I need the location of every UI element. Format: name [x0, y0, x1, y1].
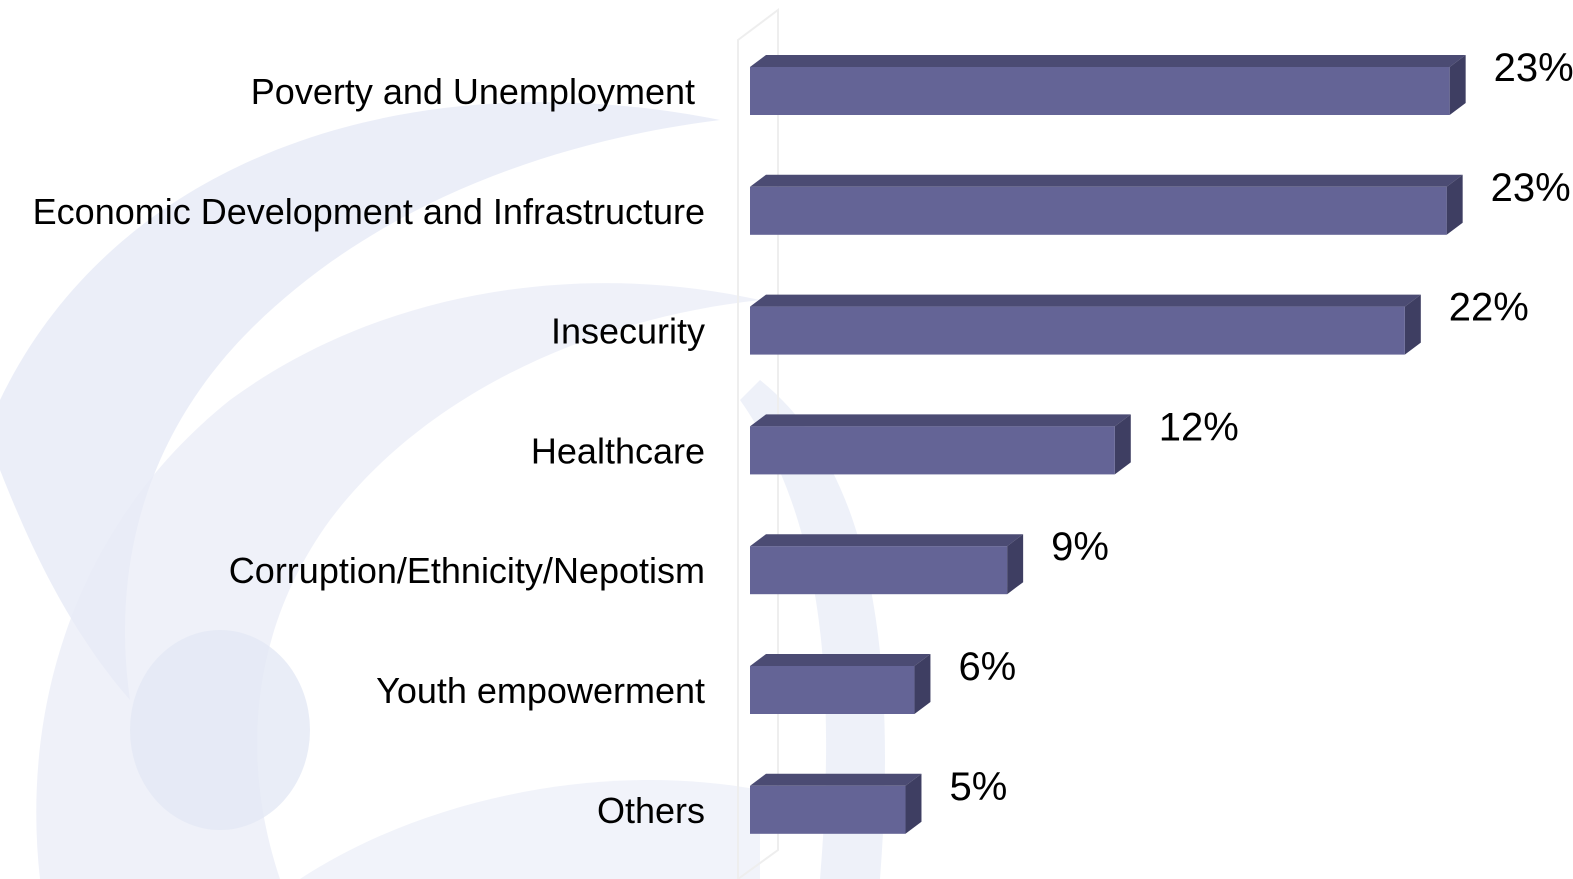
bar-side-face [1007, 534, 1024, 595]
value-label: 9% [1051, 525, 1109, 569]
bar [750, 294, 1421, 355]
category-label: Healthcare [531, 430, 705, 471]
bar-side-face [1114, 414, 1131, 475]
bar-front-face [750, 546, 1008, 595]
category-labels: Poverty and Unemployment Economic Develop… [33, 71, 705, 831]
category-label: Corruption/Ethnicity/Nepotism [229, 550, 705, 591]
bar-side-face [1449, 55, 1466, 115]
bar-top-face [750, 174, 1463, 187]
axis-wall-plane [737, 8, 779, 879]
bar-front-face [750, 785, 906, 834]
axis-wall [737, 8, 779, 879]
bar-front-face [750, 666, 915, 714]
bar [750, 773, 922, 834]
watermark-eye [130, 630, 310, 830]
category-label: Economic Development and Infrastructure [33, 191, 705, 232]
bar-side-face [905, 773, 922, 834]
bar-top-face [750, 55, 1466, 67]
bar [750, 414, 1131, 475]
watermark-arc-bottom [300, 780, 760, 879]
value-label: 22% [1449, 286, 1529, 330]
category-label: Others [597, 790, 705, 831]
bar-top-face [750, 294, 1421, 307]
watermark-arc-outer [0, 102, 720, 700]
bars-group [750, 55, 1466, 834]
watermark-swoosh [740, 380, 885, 879]
bar-top-face [750, 534, 1024, 547]
bar-side-face [1446, 174, 1463, 235]
value-label: 23% [1491, 166, 1571, 210]
bar-top-face [750, 414, 1131, 427]
value-label: 23% [1494, 46, 1573, 90]
bar [750, 654, 931, 714]
value-label: 12% [1159, 405, 1239, 449]
value-label: 6% [958, 645, 1016, 689]
bar-front-face [750, 67, 1450, 115]
bar [750, 534, 1024, 595]
category-label: Insecurity [551, 311, 705, 352]
bar-front-face [750, 306, 1405, 355]
bar-front-face [750, 186, 1447, 235]
bar-top-face [750, 654, 931, 666]
value-labels: 23% 23% 22% 12% 9% 6% 5% [949, 46, 1573, 809]
bar [750, 174, 1463, 235]
bar [750, 55, 1466, 115]
value-label: 5% [949, 765, 1007, 809]
bar-side-face [1404, 294, 1421, 355]
bar-side-face [914, 654, 931, 714]
bar-front-face [750, 426, 1115, 475]
category-label: Poverty and Unemployment [251, 71, 695, 112]
bar-top-face [750, 773, 922, 786]
category-label: Youth empowerment [376, 670, 705, 711]
